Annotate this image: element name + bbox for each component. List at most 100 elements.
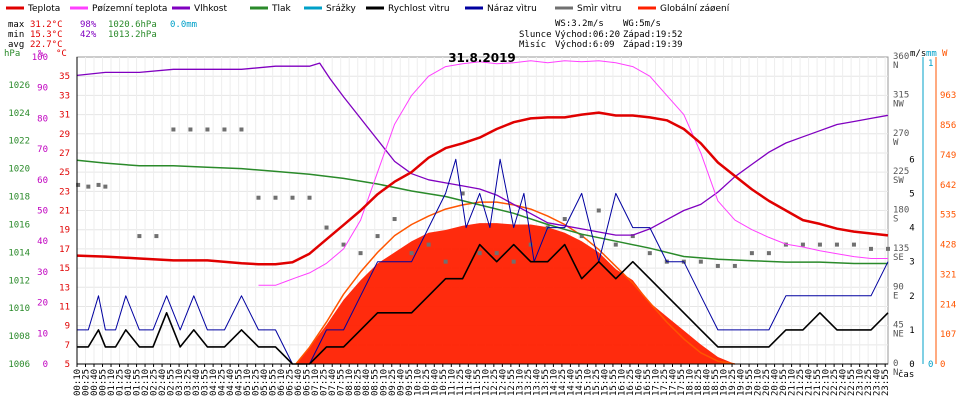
chart-axes: hPa1006100810101012101410161018102010221… — [4, 49, 956, 396]
x-tick-label: 13:55 — [541, 369, 551, 396]
x-tick-label: 21:40 — [805, 369, 815, 396]
rain-tick-label: 0 — [928, 360, 933, 370]
x-tick-label: 15:25 — [592, 369, 602, 396]
wind-direction-point — [96, 182, 101, 187]
temperature-tick-label: 15 — [59, 264, 70, 274]
series-line-rychlost-v-tru — [77, 243, 889, 365]
x-tick-label: 06:40 — [294, 369, 304, 396]
pressure-axis-unit: hPa — [4, 49, 20, 59]
wind-axis-unit: m/s — [910, 49, 926, 59]
x-tick-label: 23:25 — [864, 369, 874, 396]
legend-label-6: Náraz vìtru — [487, 4, 537, 14]
wind-direction-point — [528, 242, 533, 247]
wind-direction-point — [86, 184, 91, 189]
x-tick-label: 16:10 — [617, 369, 627, 396]
wind-direction-point — [290, 195, 295, 200]
x-tick-label: 01:55 — [133, 369, 143, 396]
pressure-tick-label: 1014 — [8, 248, 30, 258]
x-tick-label: 02:55 — [167, 369, 177, 396]
wind-direction-point — [103, 184, 108, 189]
temperature-tick-label: 21 — [59, 207, 70, 217]
wind-direction-point — [188, 127, 193, 132]
chart-legend: Teplota Pøízemní teplota Vlhkost Tlak Srážky… — [6, 4, 730, 14]
x-tick-label: 21:25 — [796, 369, 806, 396]
x-tick-label: 02:25 — [150, 369, 160, 396]
wind-direction-tick-label: 360 — [893, 52, 909, 62]
x-tick-label: 06:10 — [277, 369, 287, 396]
pressure-tick-label: 1016 — [8, 220, 30, 230]
x-tick-label: 17:55 — [677, 369, 687, 396]
wind-direction-point — [613, 242, 618, 247]
wind-direction-point — [647, 251, 652, 256]
wind-direction-point — [698, 259, 703, 264]
series-line-teplota — [77, 111, 889, 266]
wind-direction-point — [375, 234, 380, 239]
temperature-tick-label: 7 — [65, 341, 70, 351]
info-moon-label: Mìsíc — [519, 40, 546, 50]
humidity-tick-label: 80 — [37, 114, 48, 124]
info-moon-set: Západ:19:39 — [623, 40, 683, 50]
wind-direction-compass-label: S — [893, 215, 898, 225]
wind-direction-point — [851, 242, 856, 247]
x-tick-label: 07:40 — [328, 369, 338, 396]
humidity-tick-label: 70 — [37, 145, 48, 155]
pressure-tick-label: 1012 — [8, 276, 30, 286]
x-tick-label: 15:10 — [583, 369, 593, 396]
x-tick-label: 10:10 — [413, 369, 423, 396]
x-tick-label: 20:25 — [762, 369, 772, 396]
stat-max-label: max — [8, 20, 25, 30]
series-line-vlhkost — [77, 62, 889, 236]
x-tick-label: 13:25 — [524, 369, 534, 396]
x-tick-label: 02:40 — [158, 369, 168, 396]
x-tick-label: 19:25 — [728, 369, 738, 396]
wind-direction-point — [477, 251, 482, 256]
humidity-tick-label: 100 — [32, 53, 48, 63]
chart-title: 31.8.2019 — [448, 51, 516, 65]
x-tick-label: 14:55 — [575, 369, 585, 396]
solar-tick-label: 428 — [940, 241, 956, 251]
x-tick-label: 18:40 — [703, 369, 713, 396]
wind-direction-point — [834, 242, 839, 247]
x-tick-label: 23:40 — [873, 369, 883, 396]
temperature-tick-label: 9 — [65, 322, 70, 332]
x-tick-label: 23:10 — [856, 369, 866, 396]
wind-direction-tick-label: 225 — [893, 167, 909, 177]
wind-speed-tick-label: 4 — [909, 224, 914, 234]
rain-axis-unit: mm — [926, 49, 937, 59]
wind-direction-compass-label: SE — [893, 253, 904, 263]
x-tick-label: 09:55 — [405, 369, 415, 396]
legend-label-5: Rychlost vìtru — [388, 4, 450, 14]
wind-speed-tick-label: 6 — [909, 155, 914, 165]
wind-direction-tick-label: 45 — [893, 321, 904, 331]
x-tick-label: 08:25 — [354, 369, 364, 396]
wind-direction-point — [426, 242, 431, 247]
x-tick-label: 07:10 — [311, 369, 321, 396]
pressure-tick-label: 1026 — [8, 81, 30, 91]
wind-direction-point — [154, 234, 159, 239]
x-tick-label: 21:10 — [788, 369, 798, 396]
x-tick-label: 15:55 — [609, 369, 619, 396]
info-sun-rise: Východ:06:20 — [555, 30, 620, 40]
legend-label-3: Tlak — [271, 4, 292, 14]
x-tick-label: 12:55 — [507, 369, 517, 396]
wind-direction-point — [137, 234, 142, 239]
humidity-axis-unit: % — [38, 49, 44, 59]
x-tick-label: 19:55 — [745, 369, 755, 396]
x-tick-label: 01:25 — [116, 369, 126, 396]
x-tick-label: 07:55 — [337, 369, 347, 396]
info-gust: WG:5m/s — [623, 19, 661, 29]
solar-tick-label: 749 — [940, 151, 956, 161]
x-tick-label: 03:10 — [175, 369, 185, 396]
wind-direction-point — [460, 191, 465, 196]
temperature-tick-label: 17 — [59, 245, 70, 255]
wind-direction-point — [443, 259, 448, 264]
wind-direction-point — [341, 242, 346, 247]
wind-direction-point — [392, 217, 397, 222]
humidity-tick-label: 90 — [37, 84, 48, 94]
wind-direction-compass-label: NW — [893, 99, 904, 109]
wind-direction-tick-label: 315 — [893, 90, 909, 100]
stat-min-press: 1013.2hPa — [108, 30, 157, 40]
wind-direction-tick-label: 90 — [893, 282, 904, 292]
legend-label-4: Srážky — [326, 4, 357, 14]
wind-direction-point — [256, 195, 261, 200]
